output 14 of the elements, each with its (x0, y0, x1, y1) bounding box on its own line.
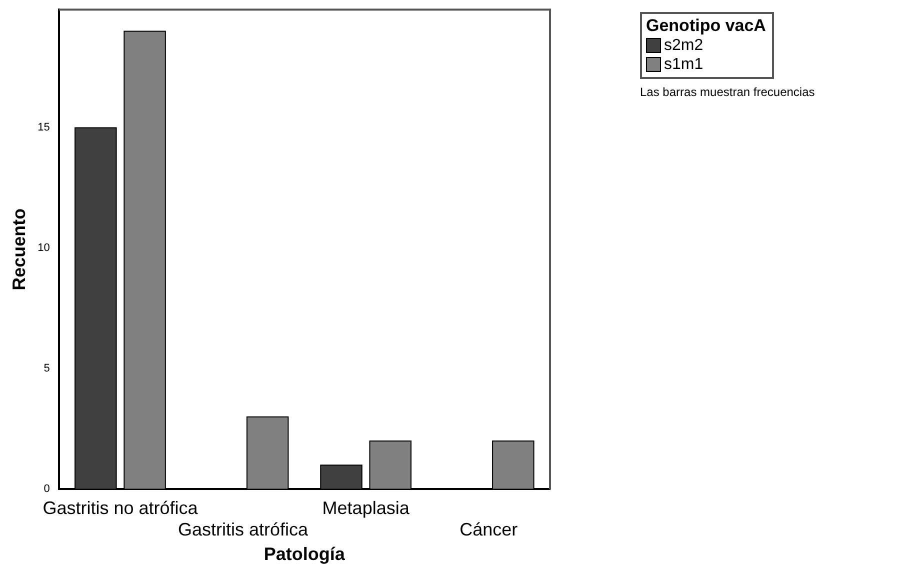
y-tick-label: 0 (44, 483, 50, 496)
legend-label: s1m1 (664, 55, 704, 74)
y-tick-label: 10 (38, 242, 50, 254)
x-tick-label: Metaplasia (322, 498, 410, 518)
y-tick-label: 5 (44, 362, 50, 375)
x-axis-title: Patología (264, 544, 346, 564)
y-axis-title: Recuento (8, 208, 29, 290)
x-tick-label: Gastritis no atrófica (42, 498, 199, 518)
y-tick-label: 15 (38, 122, 50, 134)
legend-title: Genotipo vacA (646, 16, 766, 36)
text: Las barras muestran frecuencias (640, 85, 815, 99)
x-tick-label: Gastritis atrófica (178, 520, 310, 540)
x-tick-label: Cáncer (460, 520, 518, 540)
legend-label: s2m2 (664, 36, 704, 55)
